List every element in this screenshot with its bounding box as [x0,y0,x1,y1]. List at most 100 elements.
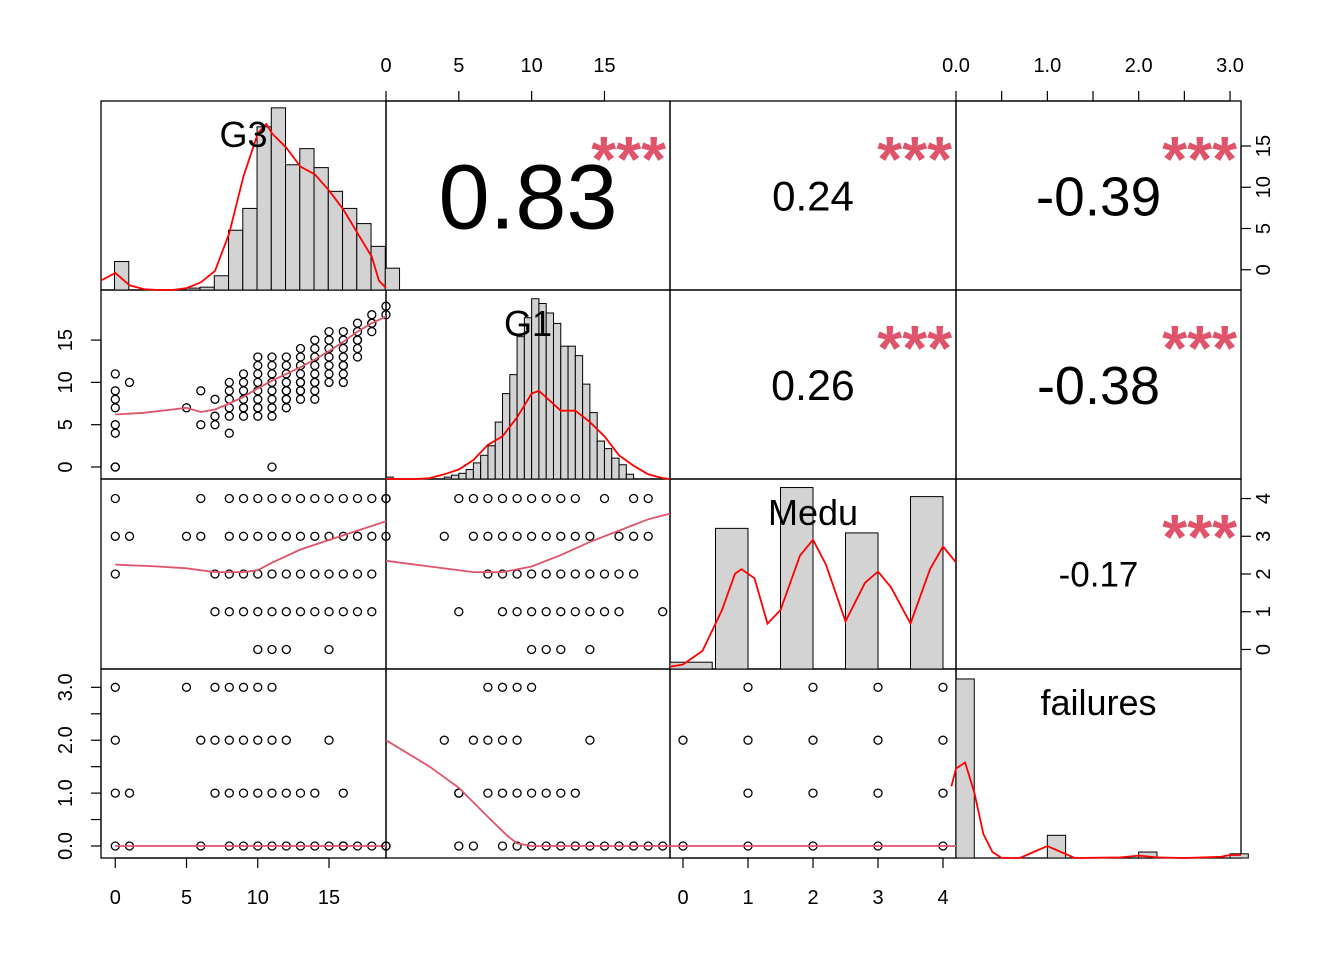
top-tick-label: 3.0 [1216,55,1244,77]
scatter-point [310,569,320,579]
top-tick-label: 10 [521,55,543,77]
hist-bar-g1 [574,355,584,480]
scatter-point [570,531,580,541]
scatter-point [253,644,263,655]
scatter-point [556,493,566,504]
histogram-g1: G1 [385,298,671,480]
hist-bar-g1 [603,448,613,480]
scatter-point [497,607,508,617]
scatter-point [224,377,234,388]
scatter-point [468,531,479,541]
scatter-point [599,493,610,504]
scatter-point [338,360,348,371]
hist-bar-g1 [451,474,460,480]
scatter-point [338,343,348,354]
hist-bar-g1 [487,445,496,480]
scatter-point [381,493,391,504]
scatter-point [238,788,249,798]
scatter-point [110,394,120,404]
scatter-point [181,531,192,541]
scatter-point [281,735,291,745]
x-tick-label: 0 [110,887,121,909]
scatter-point [310,369,320,379]
scatter-point [310,360,320,371]
scatter-point [512,531,522,541]
scatter-point [196,493,206,504]
scatter-point [614,607,624,617]
scatter-point [497,682,508,692]
scatter-point [281,644,291,655]
scatter-point [324,335,334,345]
scatter-failures-vs-g3 [110,682,391,851]
correlation-cell: 0.26 *** [771,312,952,410]
scatter-point [310,335,320,345]
x-tick-label: 5 [181,887,192,909]
scatter-point [439,735,449,745]
loess-line [385,739,670,847]
scatter-point [512,569,522,579]
scatter-point [324,569,334,579]
scatter-point [267,569,277,579]
hist-bar-g1 [618,464,627,480]
scatter-point [483,531,493,541]
scatter-point [483,788,493,798]
scatter-point [526,644,537,655]
scatter-point [267,682,277,692]
scatter-point [196,386,206,396]
scatter-point [512,735,522,745]
correlation-value: -0.39 [1036,165,1161,227]
hist-bar-g3 [285,164,301,291]
scatter-point [497,493,508,504]
scatter-point [267,386,277,396]
hist-bar-g1 [625,473,635,480]
scatter-point [454,493,464,504]
scatter-point [110,531,120,541]
scatter-point [224,411,234,421]
hist-bar-g3 [370,245,386,291]
scatter-point [352,318,363,328]
scatter-point [628,493,639,504]
x-tick-label: 3 [872,887,883,909]
scatter-point [267,788,277,798]
scatter-point [253,682,263,692]
scatter-point [310,343,320,354]
panel-frame-failures-medu [669,668,957,859]
scatter-point [497,569,508,579]
scatter-point [253,369,263,379]
scatter-point [526,569,537,579]
scatter-point [110,735,120,745]
scatter-point [310,607,320,617]
correlation-value: -0.38 [1037,356,1160,416]
hist-bar-failures [955,678,975,859]
scatter-point [196,420,206,430]
y-tick-label: 0 [55,461,77,472]
scatter-point [253,352,263,362]
density-line-failures [950,761,1241,859]
scatter-point [658,607,668,617]
panel-frame-failures-g1 [385,668,671,859]
scatter-point [483,569,493,579]
panel-frame-g1-g3 [100,289,387,480]
scatter-point [483,682,493,692]
scatter-point [224,607,234,617]
hist-bar-g3 [213,275,230,291]
scatter-point [526,682,537,692]
scatter-point [324,352,334,362]
scatter-point [281,377,291,388]
correlation-cell: -0.39*** [1036,123,1237,227]
scatter-point [253,788,263,798]
scatter-point [599,607,610,617]
scatter-point [497,788,508,798]
correlation-value: 0.24 [772,172,854,219]
scatter-point [210,569,220,579]
scatter-point [124,788,135,798]
loess-line [115,315,387,416]
scatter-point [196,735,206,745]
scatter-point [110,462,120,472]
scatter-point [281,352,291,362]
variable-name-g3: G3 [219,114,267,155]
scatter-point [267,607,277,617]
scatter-point [556,788,566,798]
significance-stars: *** [1162,312,1237,384]
significance-stars: *** [1162,501,1237,573]
